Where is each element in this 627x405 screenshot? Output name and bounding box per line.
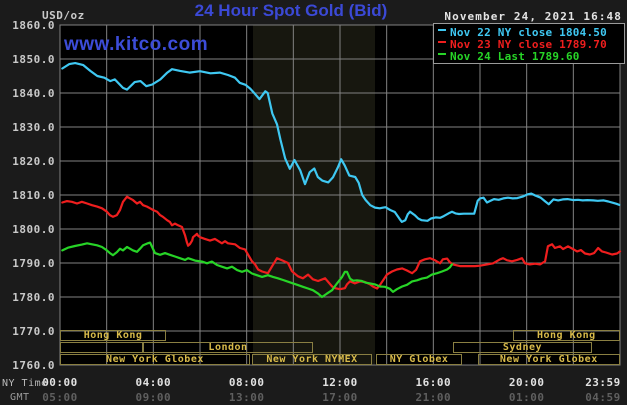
session-bar-ny-globex: NY Globex <box>376 354 463 365</box>
ny-time-tick-label: 23:59 <box>585 376 621 389</box>
session-bar-new-york-globex: New York Globex <box>60 354 250 365</box>
y-axis-tick-label: 1770.0 <box>12 325 55 338</box>
price-line-nov-23 <box>61 195 622 291</box>
y-axis-tick-label: 1810.0 <box>12 189 55 202</box>
x-axis-row-label-ny-time: NY Time <box>2 378 48 389</box>
gmt-tick-label: 09:00 <box>135 391 172 404</box>
chart-datetime: November 24, 2021 16:48 <box>444 10 622 23</box>
y-axis-tick-label: 1790.0 <box>12 257 55 270</box>
gmt-tick-label: 21:00 <box>415 391 452 404</box>
y-axis-units-label: USD/oz <box>42 9 85 22</box>
gmt-tick-label: 01:00 <box>508 391 545 404</box>
page-title: 24 Hour Spot Gold (Bid) <box>194 1 388 20</box>
price-line-nov-24 <box>61 241 454 299</box>
ny-time-tick-label: 00:00 <box>42 376 78 389</box>
ny-time-tick-label: 08:00 <box>228 376 265 389</box>
legend-line-swatch-icon <box>438 29 446 31</box>
legend-item-label: Nov 23 NY close 1789.70 <box>450 38 607 51</box>
session-bar-new-york-nymex: New York NYMEX <box>252 354 372 365</box>
legend-line-swatch-icon <box>438 53 446 55</box>
ny-time-tick-label: 04:00 <box>135 376 172 389</box>
session-bar-hong-kong: Hong Kong <box>60 330 167 341</box>
session-bar-london: London <box>143 342 313 353</box>
ny-time-tick-label: 20:00 <box>508 376 545 389</box>
plot-border <box>59 24 621 366</box>
legend-item-label: Nov 24 Last 1789.60 <box>450 50 580 63</box>
legend-item: Nov 22 NY close 1804.50 <box>434 25 624 39</box>
legend: Nov 22 NY close 1804.50 Nov 23 NY close 1… <box>433 23 625 64</box>
session-bar-new-york-globex: New York Globex <box>477 354 620 365</box>
y-axis-tick-label: 1800.0 <box>12 223 55 236</box>
session-bar-sydney: Sydney <box>452 342 592 353</box>
y-axis-tick-label: 1840.0 <box>12 87 55 100</box>
legend-item-label: Nov 22 NY close 1804.50 <box>450 26 607 39</box>
session-bar-hong-kong: Hong Kong <box>512 330 620 341</box>
y-axis-tick-label: 1780.0 <box>12 291 55 304</box>
legend-item: Nov 23 NY close 1789.70 <box>434 37 624 51</box>
y-axis-tick-label: 1860.0 <box>12 19 55 32</box>
gmt-tick-label: 13:00 <box>228 391 265 404</box>
ny-time-tick-label: 12:00 <box>322 376 358 389</box>
gmt-tick-label: 05:00 <box>42 391 78 404</box>
session-bar <box>60 342 144 353</box>
y-axis-tick-label: 1850.0 <box>12 53 55 66</box>
y-axis-tick-label: 1820.0 <box>12 155 55 168</box>
gmt-tick-label: 17:00 <box>322 391 358 404</box>
price-line-nov-22 <box>61 61 621 223</box>
y-axis-tick-label: 1830.0 <box>12 121 55 134</box>
ny-time-tick-label: 16:00 <box>415 376 452 389</box>
legend-line-swatch-icon <box>438 41 446 43</box>
gmt-tick-label: 04:59 <box>585 391 621 404</box>
x-axis-row-label-gmt: GMT <box>10 392 30 403</box>
y-axis-tick-label: 1760.0 <box>12 359 55 372</box>
legend-item: Nov 24 Last 1789.60 <box>434 49 624 63</box>
kitco-watermark-link[interactable]: www.kitco.com <box>64 34 209 55</box>
